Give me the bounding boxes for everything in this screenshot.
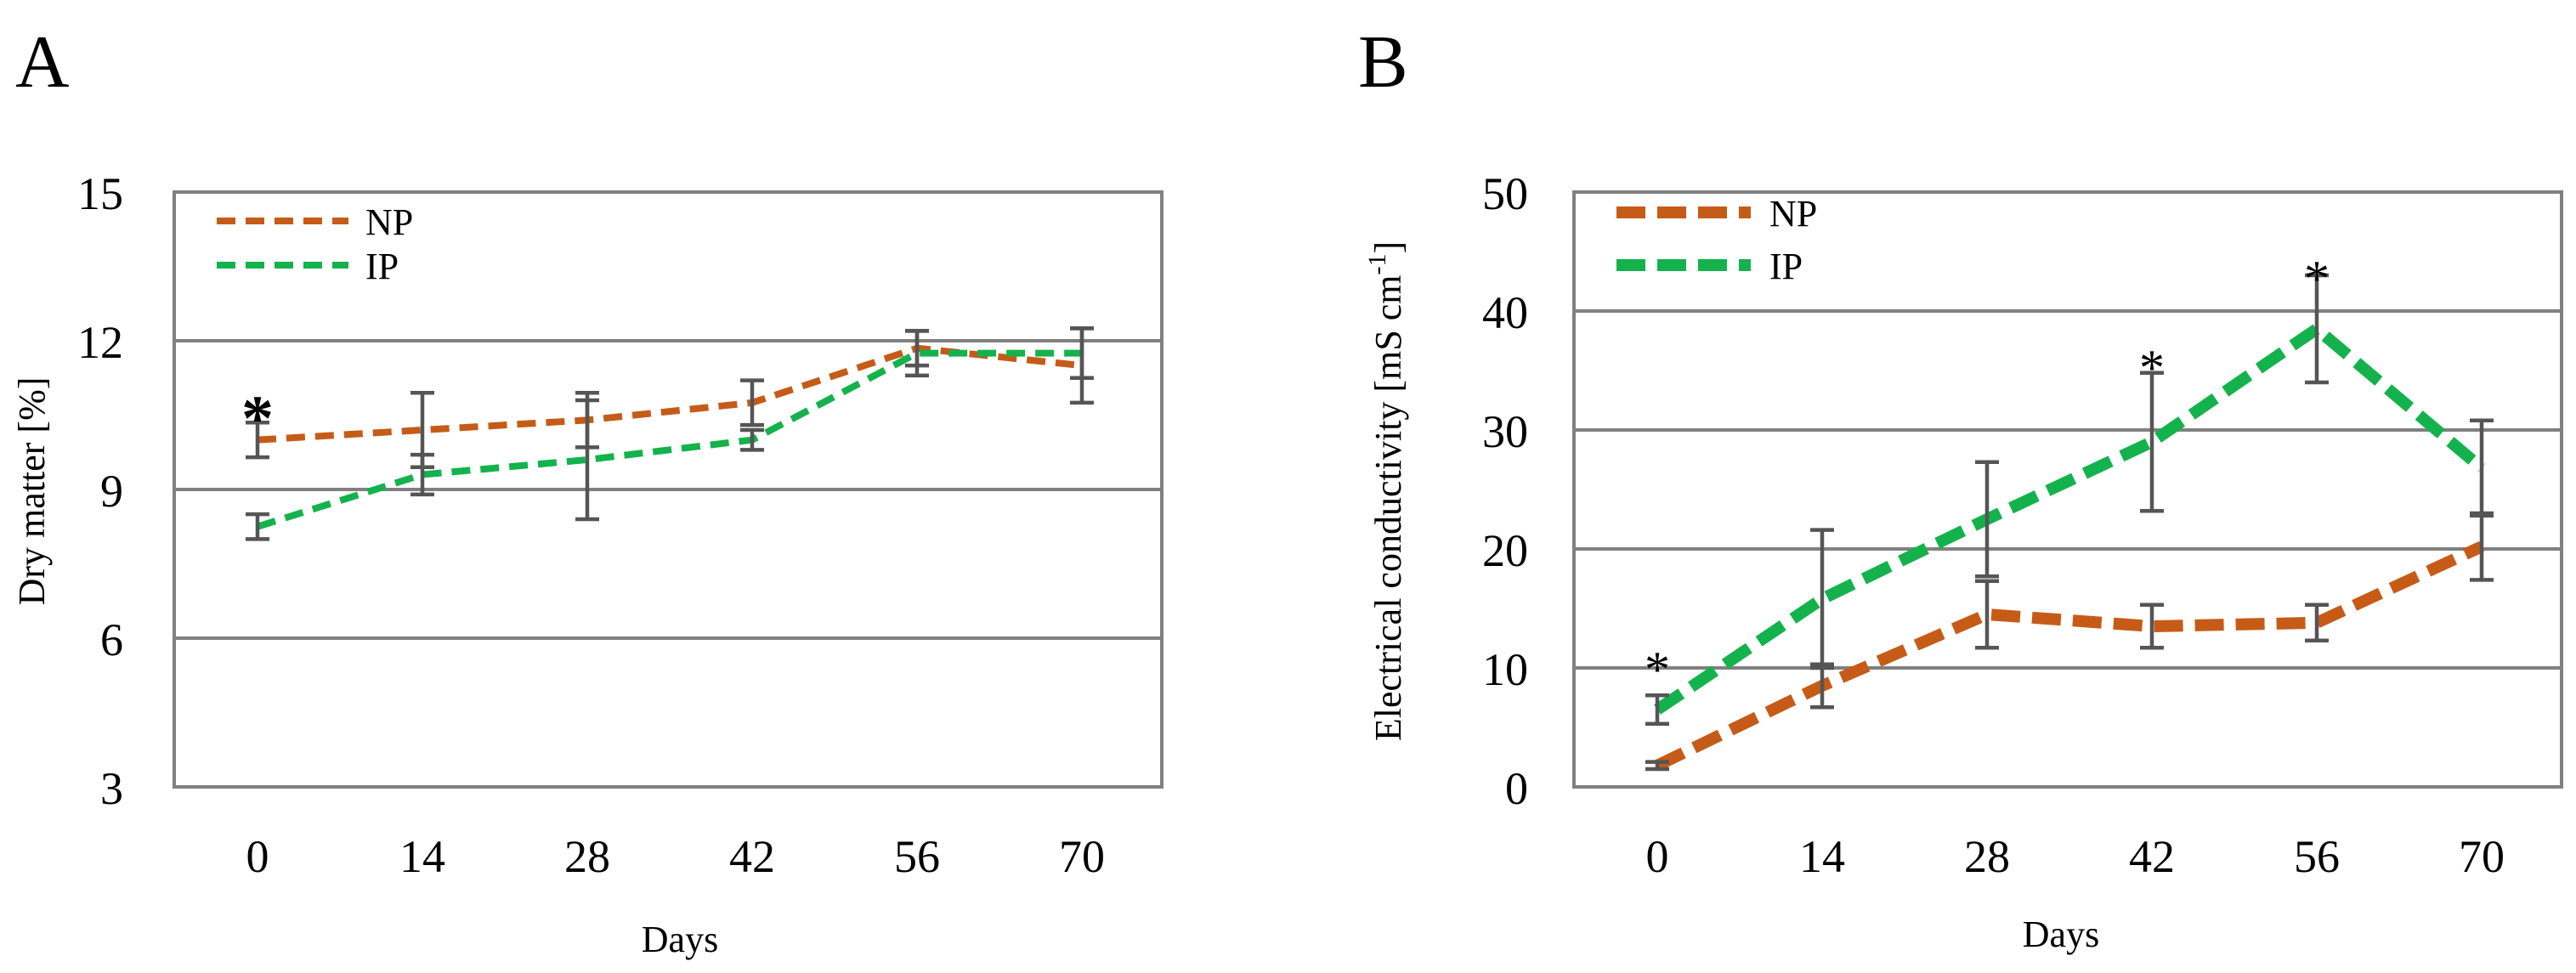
- panel-b-y-tick-10: 10: [1482, 644, 1528, 695]
- panel-b-x-tick-42: 42: [2129, 831, 2175, 882]
- panel-a: A 3 6 9 12 15 0 14 28 42 56 70 Days Dry …: [11, 21, 1163, 960]
- panel-a-letter: A: [15, 21, 70, 104]
- panel-b-y-tick-40: 40: [1482, 287, 1528, 338]
- panel-a-error-bar-np-day-0: [246, 421, 269, 460]
- panel-b-error-bar-np-day-28: [1975, 579, 1999, 650]
- panel-a-x-tick-28: 28: [564, 831, 610, 882]
- panel-a-y-tick-15: 15: [77, 168, 123, 219]
- panel-b-error-bar-ip-day-28: [1975, 460, 1999, 579]
- panel-b-error-bars: [1645, 273, 2494, 772]
- panel-b-y-tick-0: 0: [1505, 763, 1528, 814]
- panel-a-gridlines: [174, 339, 1162, 640]
- panel-a-y-tick-3: 3: [100, 763, 123, 814]
- panel-b-error-bar-ip-day-70: [2470, 418, 2494, 518]
- panel-a-error-bar-ip-day-42: [740, 427, 764, 452]
- panel-b-error-bar-np-day-56: [2305, 602, 2329, 643]
- panel-b-letter: B: [1358, 21, 1408, 104]
- panel-b-legend-label-ip: IP: [1769, 246, 1803, 287]
- panel-a-error-bars: [246, 326, 1094, 541]
- panel-b-x-tick-28: 28: [1964, 831, 2010, 882]
- panel-b-y-tick-50: 50: [1482, 168, 1528, 219]
- panel-b-significance-marker-day-0: *: [1645, 642, 1670, 698]
- panel-a-series-line-ip: [256, 349, 1082, 530]
- panel-b-x-axis-title: Days: [2023, 914, 2099, 955]
- panel-b-error-bar-ip-day-14: [1810, 528, 1834, 670]
- panel-a-error-bar-ip-day-70: [1070, 326, 1094, 380]
- panel-b-series-line-ip: [1654, 323, 2486, 715]
- panel-a-x-tick-14: 14: [399, 831, 445, 882]
- panel-a-x-tick-56: 56: [894, 831, 940, 882]
- panel-a-y-tick-6: 6: [100, 614, 123, 665]
- panel-b-series-layer: [1654, 323, 2486, 772]
- panel-a-y-tick-labels: 3 6 9 12 15: [77, 168, 123, 814]
- panel-b-error-bar-ip-day-42: [2140, 371, 2164, 513]
- panel-a-error-bar-ip-day-0: [246, 512, 269, 541]
- panel-a-legend: NP IP: [217, 201, 413, 287]
- panel-b-y-tick-labels: 0 10 20 30 40 50: [1482, 168, 1528, 814]
- panel-b-x-tick-56: 56: [2294, 831, 2340, 882]
- panel-a-x-tick-70: 70: [1059, 831, 1105, 882]
- panel-b-y-axis-title-end: ]: [1367, 241, 1409, 254]
- panel-b-y-axis-title-superscript: -1: [1363, 254, 1391, 275]
- panel-a-significance-marker-day-0: *: [241, 382, 274, 454]
- panel-a-y-tick-12: 12: [77, 317, 123, 368]
- panel-a-error-bar-ip-day-56: [905, 329, 929, 378]
- panel-a-error-bar-ip-day-28: [575, 398, 599, 522]
- panel-a-series-line-np: [257, 344, 1083, 444]
- panel-a-x-tick-labels: 0 14 28 42 56 70: [246, 831, 1106, 882]
- panel-a-error-bar-np-day-42: [740, 378, 764, 427]
- panel-a-error-bar-ip-day-14: [410, 452, 434, 497]
- panel-b-x-tick-14: 14: [1799, 831, 1845, 882]
- panel-b-error-bar-np-day-42: [2140, 602, 2164, 650]
- panel-a-x-tick-0: 0: [246, 831, 269, 882]
- panel-b-y-axis-title: Electrical conductivity [mS cm-1]: [1363, 241, 1409, 741]
- panel-b-significance-marker-day-56: *: [2304, 251, 2330, 307]
- panel-b-x-tick-70: 70: [2459, 831, 2505, 882]
- panel-b-error-bar-ip-day-56: [2305, 273, 2329, 385]
- panel-b-x-tick-labels: 0 14 28 42 56 70: [1646, 831, 2505, 882]
- panel-b-error-bar-np-day-0: [1645, 760, 1669, 772]
- panel-a-y-tick-9: 9: [100, 466, 123, 517]
- panel-b-legend-label-np: NP: [1769, 193, 1817, 235]
- panel-b-y-tick-30: 30: [1482, 406, 1528, 457]
- panel-a-x-tick-42: 42: [729, 831, 775, 882]
- panel-a-y-axis-title: Dry matter [%]: [11, 377, 53, 606]
- panel-b: B 0 10 20 30 40 50 0 14 28 42 56 70 Days…: [1358, 21, 2563, 955]
- panel-b-x-tick-0: 0: [1646, 831, 1669, 882]
- panel-a-legend-label-ip: IP: [365, 246, 399, 287]
- panel-a-legend-label-np: NP: [365, 201, 413, 243]
- panel-b-y-axis-title-main: Electrical conductivity [mS cm: [1367, 275, 1409, 742]
- panel-b-plot-area: [1572, 190, 2563, 789]
- panel-b-legend: NP IP: [1616, 193, 1817, 287]
- panel-b-y-tick-20: 20: [1482, 525, 1528, 576]
- panel-b-error-bar-ip-day-0: [1645, 693, 1669, 727]
- panel-a-x-axis-title: Days: [642, 919, 718, 960]
- panel-b-gridlines: [1574, 309, 2562, 670]
- panel-a-series-layer: [256, 344, 1083, 530]
- panel-b-significance-marker-day-42: *: [2139, 340, 2165, 396]
